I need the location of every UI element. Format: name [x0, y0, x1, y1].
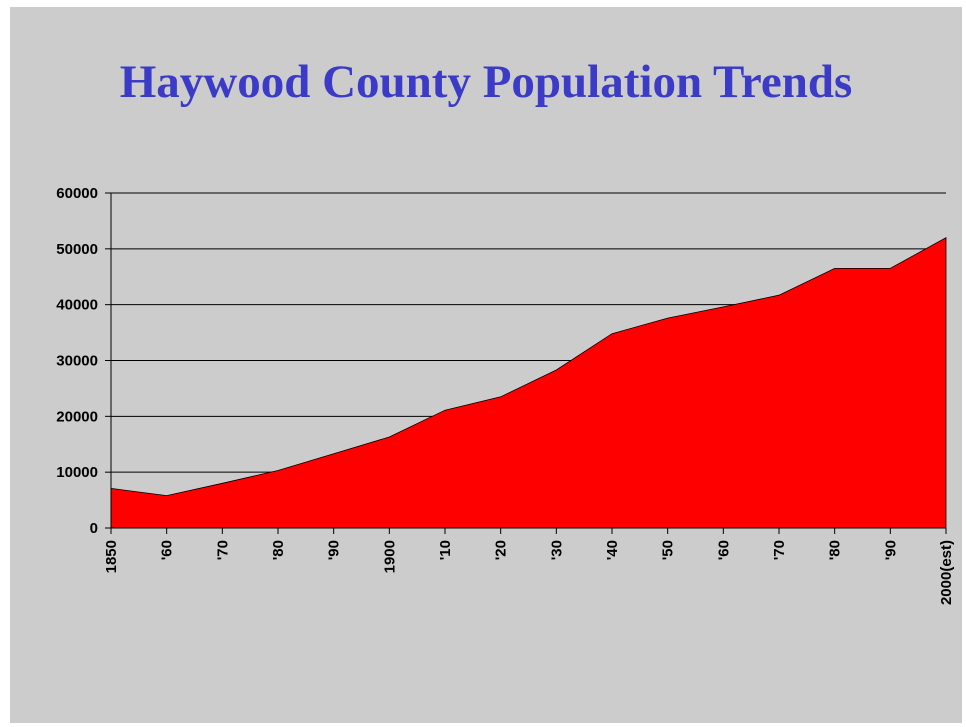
axes	[105, 192, 947, 534]
x-tick-label: 2000(est)	[938, 540, 955, 605]
x-tick-label: '90	[326, 540, 343, 560]
x-tick-label: '50	[660, 540, 677, 560]
x-tick-label: '40	[604, 540, 621, 560]
x-tick-label: '70	[214, 540, 231, 560]
x-tick-labels: 1850 '60 '70 '80 '90 1900 '10 '20 '30 '40 '50 '60 '7…	[103, 540, 955, 605]
x-tick-label: '20	[493, 540, 510, 560]
x-tick-label: '60	[715, 540, 732, 560]
y-tick-labels: 0 10000 20000 30000 40000 50000 60000	[56, 185, 98, 537]
x-tick-label: '80	[827, 540, 844, 560]
y-tick-label: 60000	[56, 185, 98, 202]
x-tick-label: '80	[270, 540, 287, 560]
area-fill	[110, 237, 947, 529]
y-tick-label: 30000	[56, 353, 98, 370]
x-tick-label: '70	[771, 540, 788, 560]
slide: Haywood County Population Trends 0 10000 2…	[10, 7, 962, 723]
y-tick-label: 0	[90, 520, 98, 537]
x-tick-label: '10	[437, 540, 454, 560]
x-tick-label: 1850	[103, 540, 120, 573]
y-tick-label: 20000	[56, 408, 98, 425]
chart-title: Haywood County Population Trends	[119, 56, 853, 108]
area-chart: 0 10000 20000 30000 40000 50000 60000 1850 '60 '…	[56, 185, 955, 605]
area-series	[110, 237, 947, 529]
x-tick-label: '60	[159, 540, 176, 560]
y-tick-label: 40000	[56, 297, 98, 314]
y-tick-label: 50000	[56, 241, 98, 258]
x-tick-label: 1900	[381, 540, 398, 573]
x-tick-label: '90	[882, 540, 899, 560]
x-tick-label: '30	[548, 540, 565, 560]
y-tick-label: 10000	[56, 464, 98, 481]
